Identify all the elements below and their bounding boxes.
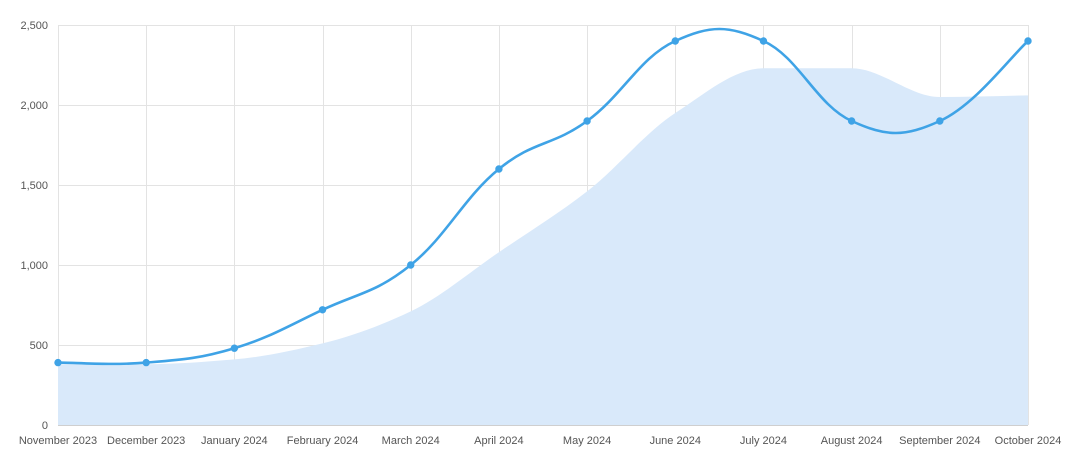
y-tick-label: 0 bbox=[42, 420, 48, 432]
line-series-point[interactable] bbox=[1024, 37, 1032, 45]
x-tick-label: October 2024 bbox=[995, 435, 1062, 447]
x-tick-label: December 2023 bbox=[107, 435, 185, 447]
y-tick-label: 2,500 bbox=[20, 20, 48, 32]
x-tick-label: August 2024 bbox=[821, 435, 883, 447]
area-layer bbox=[58, 68, 1028, 425]
line-series-point[interactable] bbox=[54, 358, 62, 367]
x-tick-label: May 2024 bbox=[563, 435, 611, 447]
x-tick-label: February 2024 bbox=[287, 435, 359, 447]
x-tick-label: September 2024 bbox=[899, 435, 980, 447]
x-tick-labels: November 2023 December 2023 January 2024 Fe… bbox=[19, 435, 1061, 447]
area-series-fill bbox=[58, 68, 1028, 425]
y-tick-label: 1,500 bbox=[20, 180, 48, 192]
line-series-point[interactable] bbox=[759, 37, 768, 45]
line-series-point[interactable] bbox=[495, 165, 503, 173]
line-series-point[interactable] bbox=[318, 306, 327, 314]
x-tick-label: March 2024 bbox=[382, 435, 440, 447]
x-tick-label: April 2024 bbox=[474, 435, 524, 447]
y-tick-label: 1,000 bbox=[20, 260, 48, 272]
x-tick-label: January 2024 bbox=[201, 435, 268, 447]
line-series-point[interactable] bbox=[230, 344, 239, 352]
line-series-point[interactable] bbox=[936, 117, 944, 125]
line-series-point[interactable] bbox=[583, 117, 591, 125]
y-tick-labels: 0 500 1,000 1,500 2,000 2,500 bbox=[20, 20, 48, 432]
y-tick-label: 2,000 bbox=[20, 100, 48, 112]
line-series-point[interactable] bbox=[142, 358, 150, 367]
y-tick-label: 500 bbox=[30, 340, 48, 352]
line-series-point[interactable] bbox=[407, 261, 415, 269]
x-tick-label: June 2024 bbox=[650, 435, 701, 447]
point-layer bbox=[54, 37, 1032, 367]
x-tick-label: November 2023 bbox=[19, 435, 97, 447]
line-series-point[interactable] bbox=[671, 37, 679, 45]
x-tick-label: July 2024 bbox=[740, 435, 787, 447]
line-series-point[interactable] bbox=[847, 117, 856, 125]
